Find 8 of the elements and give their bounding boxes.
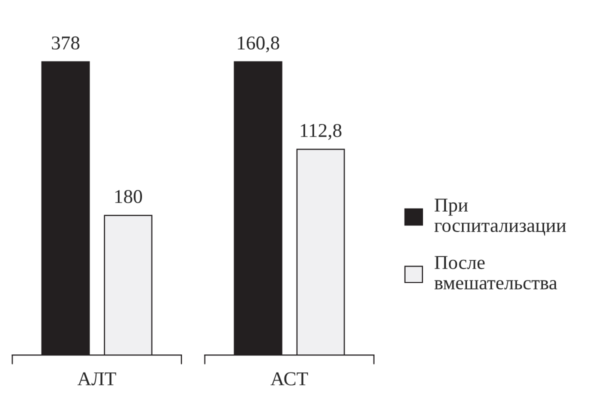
data-label: 180 [115,190,142,204]
data-label: 378 [52,36,80,50]
data-label: 160,8 [238,36,280,52]
legend-label: При госпитализации [434,198,566,236]
x-tick-label: АСТ [270,372,308,386]
legend-label: После вмешательства [434,256,558,290]
data-label: 112,8 [300,124,342,140]
x-tick-label: АЛТ [78,372,116,386]
